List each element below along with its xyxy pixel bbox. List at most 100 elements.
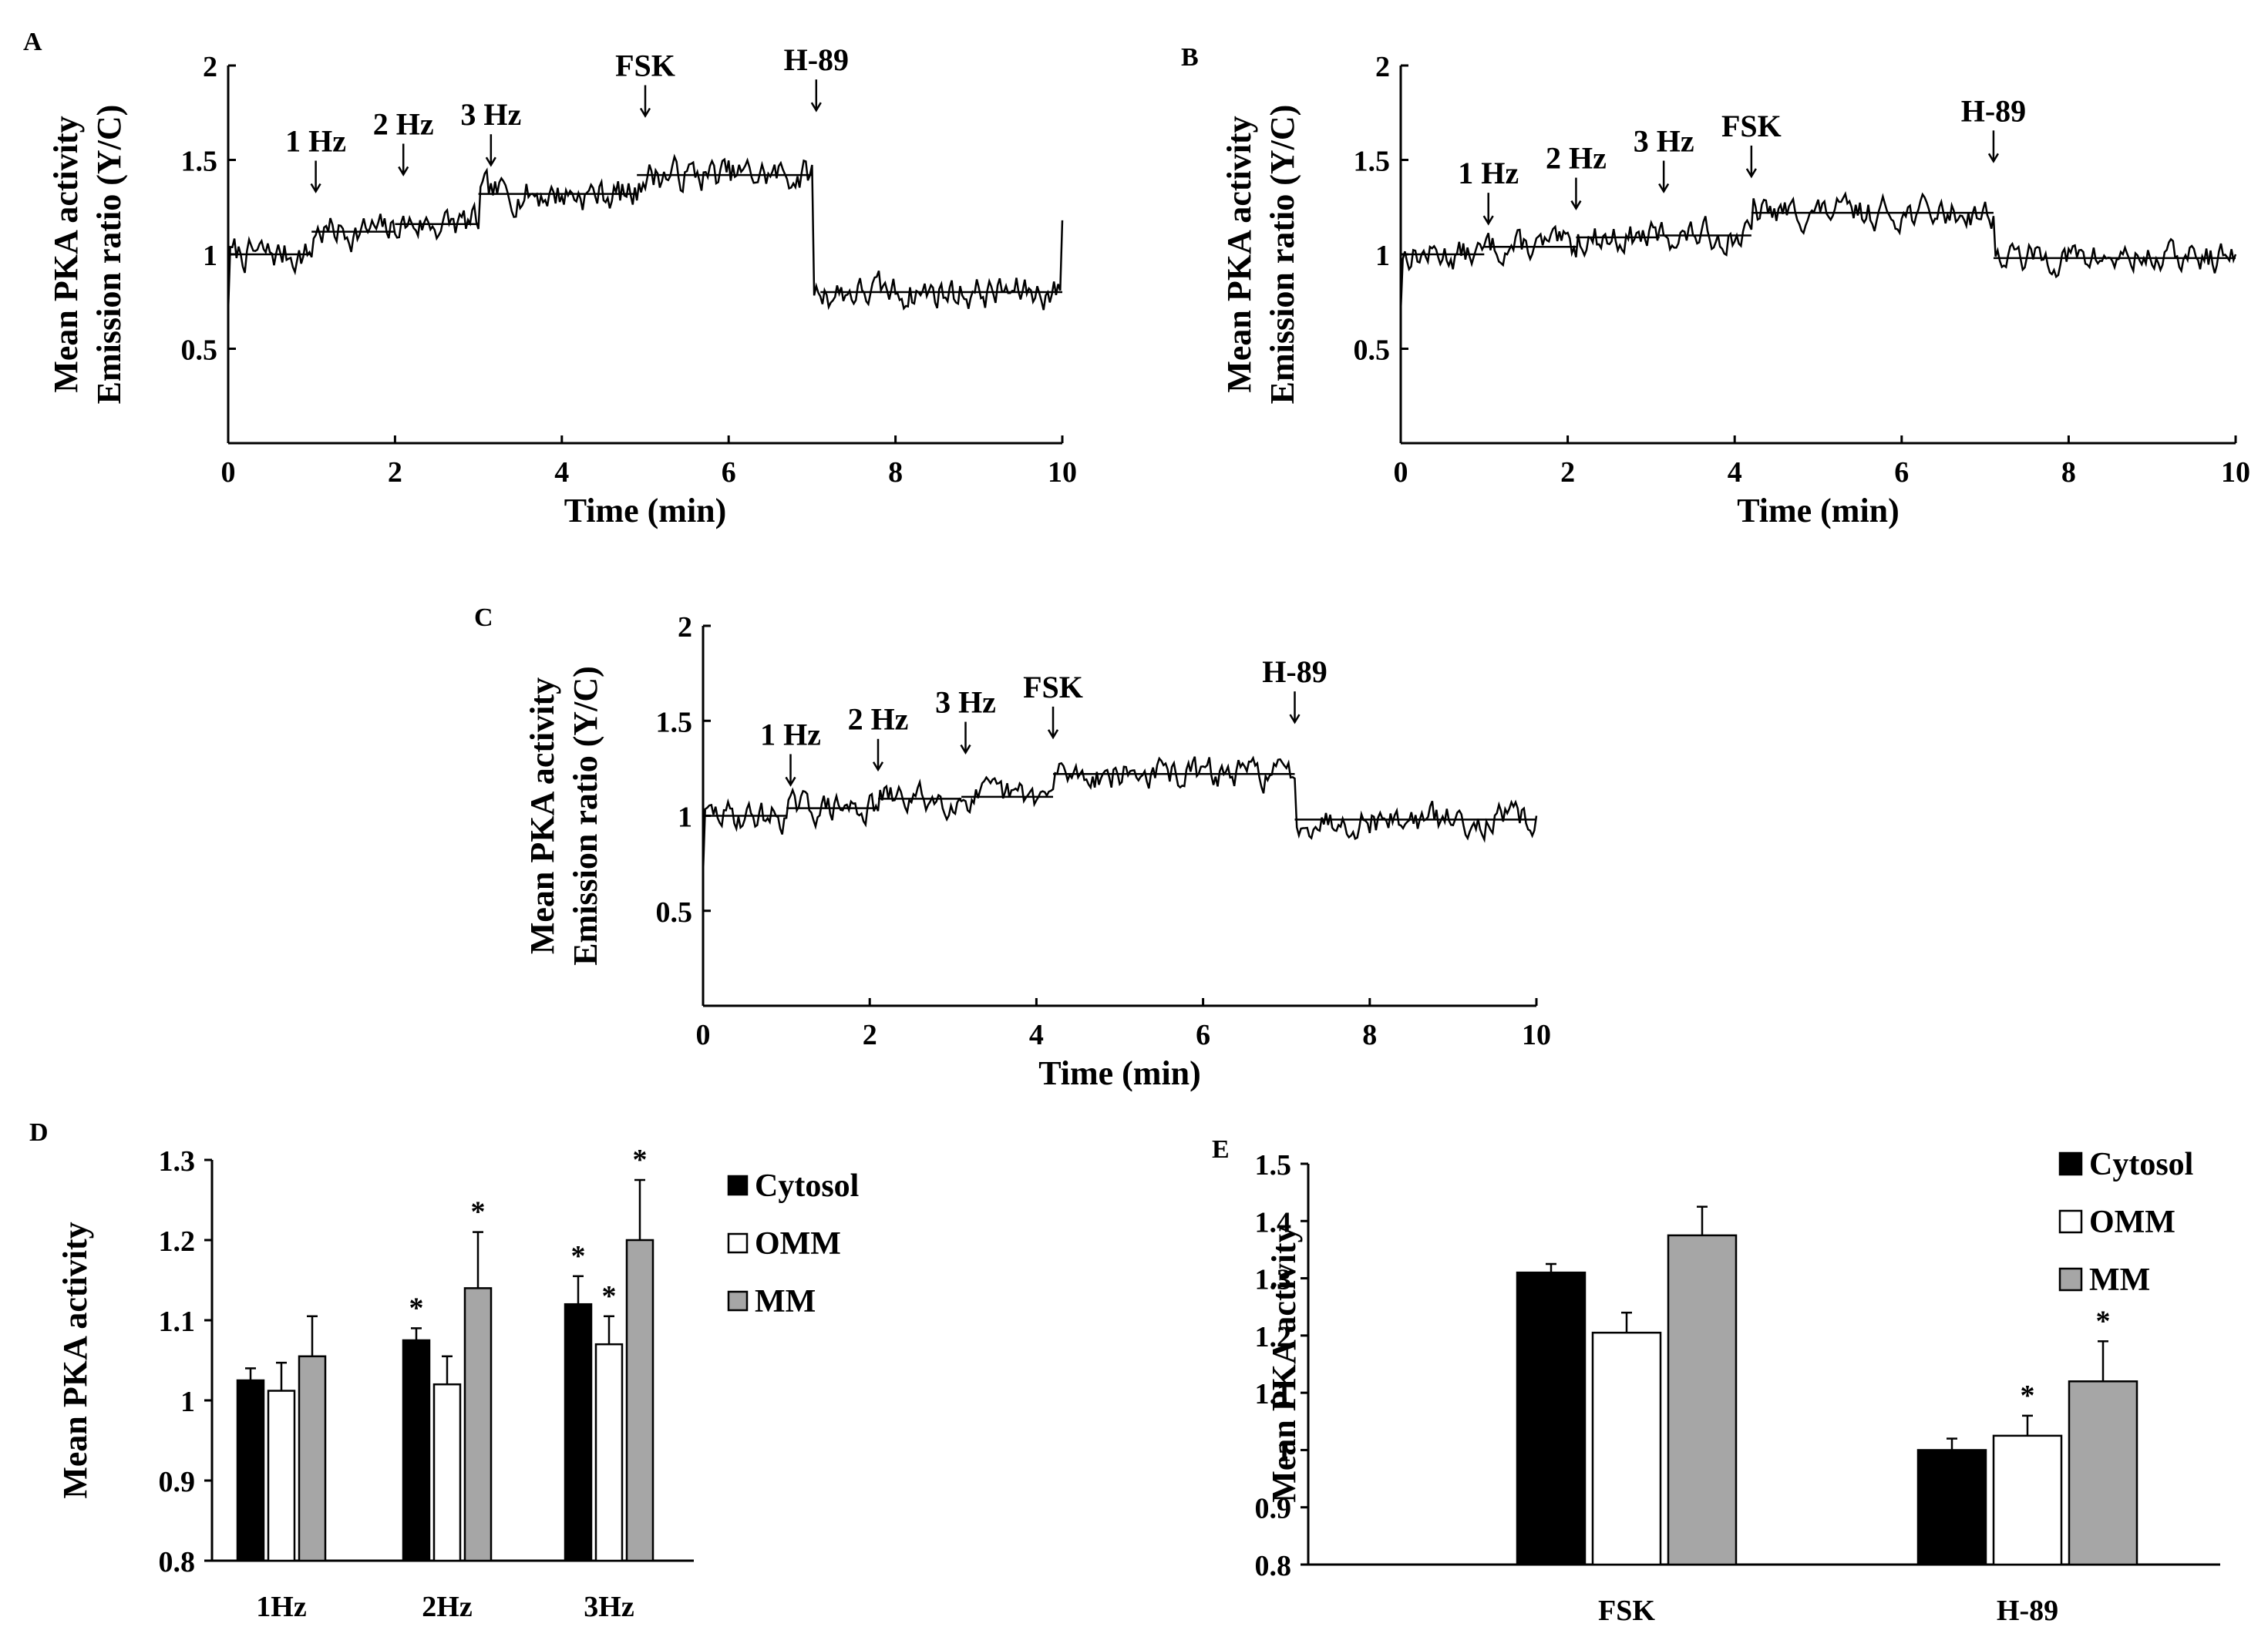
- panel-e-y-tick-label: 1.2: [1255, 1321, 1292, 1353]
- panel-d-y-tick-label: 0.9: [159, 1466, 196, 1498]
- panel-d-legend-swatch-cytosol: [727, 1175, 749, 1196]
- panel-b-x-tick-label: 8: [2061, 456, 2076, 489]
- panel-a-arrow-head: [310, 183, 321, 193]
- panel-d-bar-cytosol-2hz-significance: *: [409, 1292, 424, 1324]
- panel-d-category-label: 3Hz: [584, 1591, 634, 1623]
- panel-b: B 0 2 4 6 8 10 0.5 1 1.5 2 Time (min) Mean PKA acti…: [1181, 43, 2250, 529]
- panel-d-y-tick-label: 1.1: [159, 1306, 196, 1338]
- panel-d-bar-mm-1hz: [298, 1355, 327, 1562]
- panel-a-annotation-h-89: H-89: [784, 42, 849, 77]
- panel-a-arrow-head: [398, 166, 409, 176]
- panel-b-y-tick-label: 2: [1375, 51, 1390, 83]
- panel-d-category-label: 1Hz: [256, 1591, 307, 1623]
- panel-b-annotation-h-89: H-89: [1961, 93, 2026, 128]
- panel-a-y-axis-title-line2: Emission ratio (Y/C): [90, 105, 128, 405]
- panel-c-annotation-1-hz: 1 Hz: [760, 717, 821, 751]
- panel-d-bar-omm-3hz: [594, 1343, 624, 1562]
- panel-b-annotation-3-hz: 3 Hz: [1634, 124, 1694, 159]
- panel-c-annotation-3-hz: 3 Hz: [935, 685, 996, 720]
- panel-b-annotation-fsk: FSK: [1721, 109, 1782, 143]
- panel-d-bar-mm-2hz-significance: *: [471, 1196, 486, 1229]
- panel-d-legend-swatch-mm: [727, 1290, 749, 1312]
- panel-d: D 0.8 0.9 1 1.1 1.2 1.3 Mean PKA activity 1Hz 2H…: [29, 1118, 859, 1623]
- panel-e-y-tick-label: 1.5: [1255, 1149, 1292, 1182]
- panel-b-y-axis-title-line1: Mean PKA activity: [1220, 116, 1258, 392]
- panel-e-legend-swatch-omm: [2058, 1209, 2083, 1234]
- panel-a-y-tick-label: 1.5: [181, 146, 218, 178]
- panel-c-x-tick-label: 2: [863, 1019, 877, 1051]
- panel-b-label: B: [1181, 43, 1199, 72]
- panel-c-label: C: [474, 603, 493, 632]
- panel-c-y-tick-label: 1.5: [656, 706, 693, 738]
- panel-d-legend-label-omm: OMM: [755, 1226, 841, 1262]
- panel-c-arrow-head: [1047, 729, 1059, 740]
- panel-a-x-axis-title: Time (min): [564, 492, 727, 529]
- panel-b-y-tick-label: 1: [1375, 240, 1390, 272]
- panel-d-y-tick-label: 1: [180, 1386, 195, 1418]
- panel-a-y-tick-label: 2: [203, 51, 217, 83]
- panel-e-y-tick-label: 1.1: [1255, 1378, 1292, 1410]
- panel-e: E 0.8 0.9 1 1.1 1.2 1.3 1.4 1.5 Mean PKA activit…: [1212, 1135, 2220, 1627]
- panel-e-y-axis-title: Mean PKA activity: [1265, 1225, 1303, 1502]
- panel-e-label: E: [1212, 1135, 1230, 1164]
- panel-d-y-tick-label: 1.3: [159, 1145, 196, 1178]
- panel-a-x-tick-label: 2: [388, 456, 402, 489]
- panel-e-legend-swatch-mm: [2058, 1267, 2083, 1292]
- panel-d-bar-cytosol-3hz: [564, 1303, 593, 1562]
- panel-a-x-tick-label: 0: [221, 456, 236, 489]
- panel-b-arrow-head: [1745, 168, 1757, 179]
- panel-b-arrow-head: [1570, 200, 1582, 210]
- panel-a: A 0 2 4 6 8 10 0.5 1 1.5 2 Time (min) Mean PKA acti…: [23, 28, 1077, 529]
- panel-d-label: D: [29, 1118, 49, 1147]
- panel-e-bar-cytosol-h89: [1916, 1449, 1987, 1566]
- panel-a-trace-series: [227, 153, 1064, 311]
- panel-b-x-tick-label: 2: [1560, 456, 1575, 489]
- panel-a-x-tick-label: 4: [554, 456, 569, 489]
- panel-e-bar-mm-fsk: [1667, 1234, 1738, 1566]
- panel-d-bar-omm-1hz: [267, 1390, 296, 1562]
- panel-c-y-tick-label: 0.5: [656, 896, 693, 929]
- panel-d-bar-cytosol-3hz-significance: *: [571, 1240, 586, 1272]
- panel-e-legend-label-omm: OMM: [2089, 1205, 2175, 1240]
- panel-d-category-label: 2Hz: [422, 1591, 473, 1623]
- panel-d-bar-mm-3hz-significance: *: [633, 1144, 648, 1176]
- panel-b-x-tick-label: 10: [2221, 456, 2250, 489]
- panel-a-arrow-head: [485, 156, 496, 167]
- panel-d-y-axis-title: Mean PKA activity: [56, 1222, 94, 1498]
- panel-a-y-tick-label: 0.5: [181, 334, 218, 367]
- panel-d-bar-omm-2hz: [432, 1383, 462, 1562]
- panel-a-annotation-2-hz: 2 Hz: [373, 106, 434, 141]
- panel-b-trace-series: [1399, 190, 2237, 311]
- panel-a-label: A: [23, 28, 42, 56]
- panel-d-y-tick-label: 1.2: [159, 1225, 196, 1258]
- panel-c-y-tick-label: 2: [678, 611, 692, 644]
- panel-c-annotation-2-hz: 2 Hz: [848, 702, 909, 737]
- panel-c-y-axis-title-line2: Emission ratio (Y/C): [567, 666, 604, 966]
- panel-a-y-axis-title-line1: Mean PKA activity: [47, 116, 85, 392]
- panel-e-y-tick-label: 1.3: [1255, 1264, 1292, 1296]
- panel-c-x-tick-label: 10: [1522, 1019, 1551, 1051]
- panel-e-y-tick-label: 1.4: [1255, 1206, 1292, 1239]
- panel-b-arrow-head: [1658, 183, 1670, 193]
- panel-d-bar-cytosol-2hz: [402, 1339, 431, 1562]
- panel-e-category-label: FSK: [1598, 1595, 1655, 1627]
- panel-e-y-tick-label: 1: [1277, 1435, 1291, 1467]
- panel-d-legend-label-mm: MM: [755, 1284, 816, 1319]
- panel-b-y-axis-title-line2: Emission ratio (Y/C): [1264, 105, 1301, 405]
- panel-b-arrow-head: [1482, 215, 1494, 226]
- panel-a-annotation-1-hz: 1 Hz: [285, 124, 346, 159]
- panel-e-bar-cytosol-fsk: [1516, 1271, 1587, 1566]
- panel-d-legend-label-cytosol: Cytosol: [755, 1168, 859, 1204]
- panel-c-arrow-head: [785, 776, 796, 787]
- panel-a-annotation-fsk: FSK: [615, 49, 675, 83]
- panel-e-bar-omm-h89: [1992, 1434, 2063, 1566]
- panel-d-y-tick-label: 0.8: [159, 1546, 196, 1578]
- panel-b-x-tick-label: 6: [1894, 456, 1909, 489]
- panel-a-x-tick-label: 8: [888, 456, 903, 489]
- panel-d-bar-cytosol-1hz: [236, 1379, 265, 1562]
- panel-d-legend-swatch-omm: [727, 1232, 749, 1254]
- panel-c-x-axis-title: Time (min): [1038, 1054, 1201, 1092]
- panel-c-annotation-h-89: H-89: [1262, 654, 1327, 689]
- panel-c-trace-series: [702, 755, 1538, 873]
